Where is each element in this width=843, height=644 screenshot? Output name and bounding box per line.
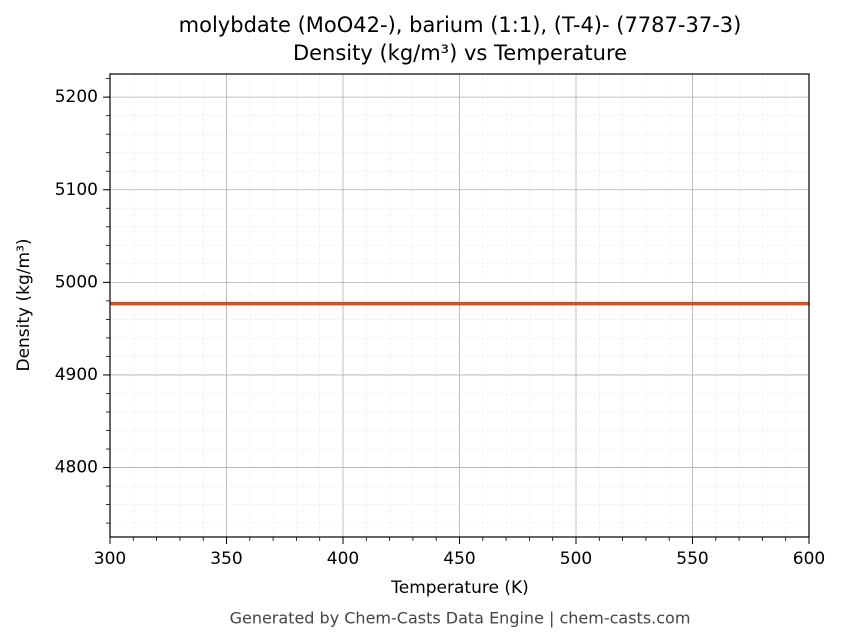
chart-title: molybdate (MoO42-), barium (1:1), (T-4)-…: [179, 13, 742, 37]
y-axis-label: Density (kg/m³): [14, 238, 34, 371]
x-tick-label: 400: [327, 549, 359, 569]
x-tick-label: 600: [793, 549, 825, 569]
y-tick-label: 5000: [55, 272, 98, 292]
y-tick-label: 5100: [55, 180, 98, 200]
y-tick-label: 5200: [55, 87, 98, 107]
chart-subtitle: Density (kg/m³) vs Temperature: [293, 41, 627, 65]
plot-frame: [109, 73, 810, 538]
x-tick-label: 300: [94, 549, 126, 569]
y-tick-label: 4900: [55, 365, 98, 385]
x-tick-label: 550: [676, 549, 708, 569]
y-tick-label: 4800: [55, 458, 98, 478]
x-tick-label: 450: [443, 549, 475, 569]
x-tick-label: 350: [210, 549, 242, 569]
footer: Generated by Chem-Casts Data Engine | ch…: [230, 609, 691, 628]
x-tick-label: 500: [560, 549, 592, 569]
x-axis-label: Temperature (K): [390, 578, 529, 598]
